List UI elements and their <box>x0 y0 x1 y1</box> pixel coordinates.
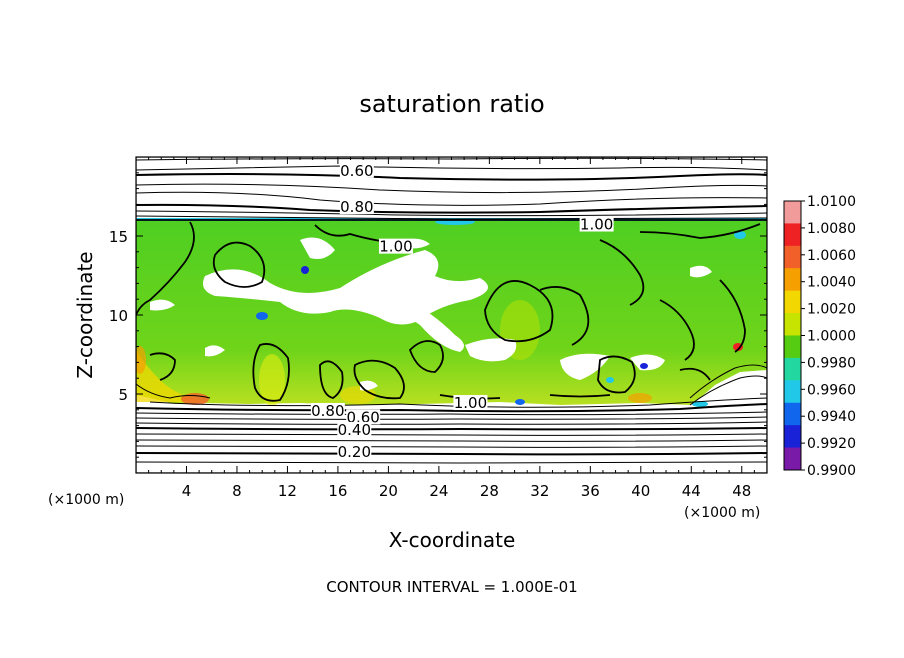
contour-label: 0.80 <box>340 198 373 216</box>
colorbar-tick-label: 0.9900 <box>807 463 856 479</box>
x-tick-label: 44 <box>682 482 701 500</box>
colorbar-swatch <box>784 357 801 381</box>
x-axis-unit-left: (×1000 m) <box>48 492 124 508</box>
colorbar-swatch <box>784 425 801 449</box>
x-tick-label: 28 <box>480 482 499 500</box>
contour-label-bg <box>453 395 488 411</box>
contour-label: 0.40 <box>338 421 371 439</box>
y-tick-label: 15 <box>109 228 128 246</box>
saturation-field <box>136 220 767 405</box>
x-tick-label: 8 <box>232 482 242 500</box>
colorbar-swatch <box>784 380 801 404</box>
contour-label-bg <box>378 238 413 254</box>
contour-label-bg <box>337 444 372 460</box>
colorbar-tick-label: 1.0000 <box>807 329 856 345</box>
contour-label: 0.60 <box>340 162 373 180</box>
x-tick-label: 4 <box>182 482 192 500</box>
contour-lines-cloud <box>136 219 767 402</box>
contour-label: 1.00 <box>379 238 412 256</box>
colorbar-swatch <box>784 447 801 471</box>
contour-label: 1.00 <box>580 216 613 234</box>
x-tick-label: 24 <box>429 482 448 500</box>
colorbar-tick-label: 0.9920 <box>807 436 856 452</box>
y-axis-label: Z-coordinate <box>73 251 97 378</box>
contour-lines-upper <box>136 157 767 220</box>
contour-label: 0.60 <box>346 408 379 426</box>
colorbar-tick-label: 1.0080 <box>807 221 856 237</box>
y-axis: 5 10 15 <box>109 172 767 458</box>
colorbar-swatch <box>784 223 801 247</box>
x-axis: 4 8 12 16 20 24 28 32 36 40 44 48 <box>148 157 755 500</box>
y-tick-label: 10 <box>109 307 128 325</box>
x-axis-unit-right: (×1000 m) <box>684 505 760 521</box>
x-tick-label: 32 <box>530 482 549 500</box>
x-tick-label: 40 <box>631 482 650 500</box>
contour-label-bg <box>579 216 614 232</box>
colorbar-tick-label: 1.0100 <box>807 194 856 210</box>
contour-interval-note: CONTOUR INTERVAL = 1.000E-01 <box>326 578 577 596</box>
chart-title: saturation ratio <box>359 90 544 118</box>
colorbar-swatch <box>784 245 801 269</box>
colorbar-swatch <box>784 290 801 314</box>
contour-lines-lower <box>136 364 767 464</box>
colorbar: 1.0100 1.0080 1.0060 1.0040 1.0020 1.0000 0.99… <box>783 194 856 479</box>
colorbar-tick-label: 1.0060 <box>807 248 856 264</box>
colorbar-swatch <box>784 313 801 336</box>
y-tick-label: 5 <box>118 386 128 404</box>
colorbar-swatch <box>784 335 801 359</box>
x-tick-label: 36 <box>581 482 600 500</box>
contour-label-bg <box>310 402 345 418</box>
contour-label-bg <box>346 409 381 425</box>
colorbar-swatch <box>784 201 801 224</box>
colorbar-tick-label: 0.9940 <box>807 409 856 425</box>
clear-air-gaps <box>150 237 745 392</box>
colorbar-tick-label: 0.9960 <box>807 382 856 398</box>
x-tick-label: 20 <box>379 482 398 500</box>
colorbar-swatch <box>784 402 801 426</box>
x-axis-label: X-coordinate <box>389 528 516 552</box>
contour-label-bg <box>339 199 374 215</box>
contour-label-bg <box>339 162 374 178</box>
contour-label-bg <box>337 421 372 437</box>
x-tick-label: 12 <box>278 482 297 500</box>
x-tick-label: 16 <box>328 482 347 500</box>
contour-label: 0.80 <box>311 402 344 420</box>
colorbar-swatch <box>784 268 801 292</box>
contour-label: 0.20 <box>338 443 371 461</box>
colorbar-tick-label: 0.9980 <box>807 355 856 371</box>
x-tick-label: 48 <box>732 482 751 500</box>
colorbar-tick-label: 1.0040 <box>807 275 856 291</box>
colorbar-tick-label: 1.0020 <box>807 302 856 318</box>
contour-label: 1.00 <box>454 394 487 412</box>
contour-labels: 0.600.801.001.001.000.80 0.600.400.20 <box>310 162 614 461</box>
plot-area <box>136 157 767 473</box>
